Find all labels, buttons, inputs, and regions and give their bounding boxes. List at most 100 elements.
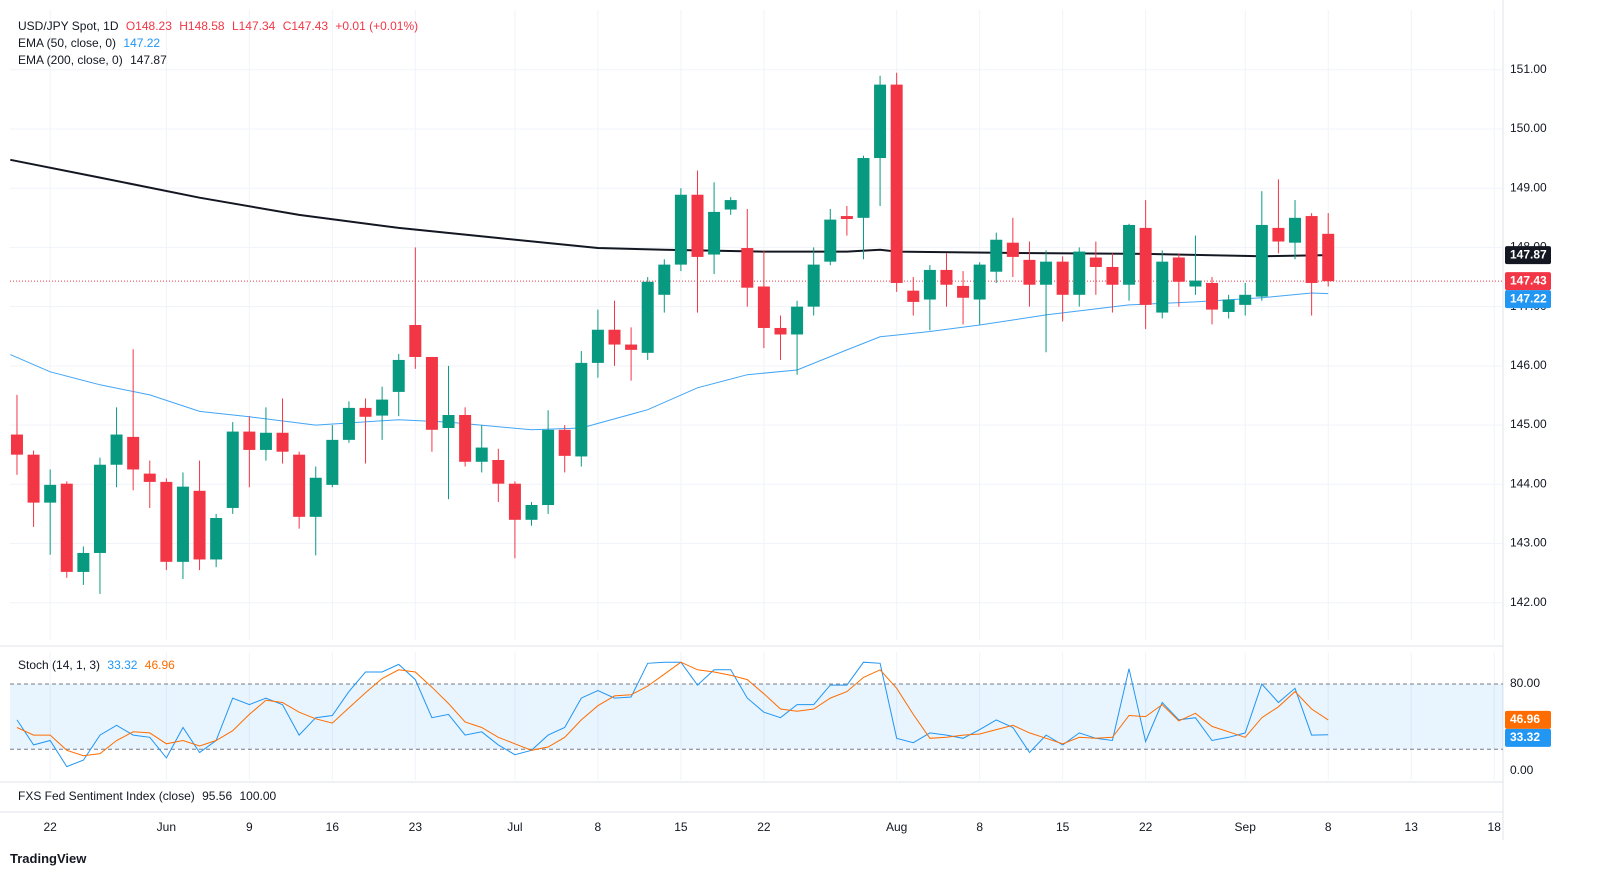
y-tick-label: 0.00 bbox=[1510, 763, 1534, 777]
y-tick-label: 146.00 bbox=[1510, 358, 1547, 372]
x-tick-label: 15 bbox=[1056, 820, 1070, 834]
candle-body bbox=[243, 431, 256, 450]
x-tick-label: 15 bbox=[674, 820, 688, 834]
stoch-name[interactable]: Stoch (14, 1, 3) bbox=[18, 658, 101, 672]
candle-body bbox=[475, 447, 488, 462]
candle-body bbox=[1239, 294, 1252, 305]
candle-body bbox=[77, 552, 90, 572]
x-tick-label: Jul bbox=[507, 820, 522, 834]
candle-body bbox=[1206, 282, 1219, 310]
stoch-value: 33.32 bbox=[107, 658, 138, 672]
stoch-band bbox=[10, 683, 1503, 750]
candle-body bbox=[1056, 261, 1069, 295]
candle-body bbox=[724, 200, 737, 210]
ema-line bbox=[10, 292, 1329, 431]
ohlc: H148.58 bbox=[179, 19, 225, 33]
candle-body bbox=[210, 518, 223, 560]
candle-body bbox=[1289, 217, 1302, 243]
ema200-legend: EMA (200, close, 0) 147.87 bbox=[18, 53, 171, 67]
x-tick-label: 22 bbox=[43, 820, 57, 834]
candle-body bbox=[160, 481, 173, 562]
candle-body bbox=[907, 290, 920, 302]
candle-body bbox=[940, 269, 953, 285]
y-tick-label: 142.00 bbox=[1510, 595, 1547, 609]
candle-body bbox=[957, 285, 970, 298]
candle-body bbox=[757, 286, 770, 328]
x-tick-label: 22 bbox=[757, 820, 771, 834]
x-tick-label: 16 bbox=[326, 820, 340, 834]
price-badge-label: 147.87 bbox=[1510, 247, 1547, 261]
x-tick-label: 18 bbox=[1488, 820, 1502, 834]
symbol[interactable]: USD/JPY Spot, 1D bbox=[18, 19, 119, 33]
candle-body bbox=[508, 483, 521, 520]
stoch-line bbox=[16, 661, 1329, 768]
candle-body bbox=[1189, 280, 1202, 287]
y-tick-label: 149.00 bbox=[1510, 180, 1547, 194]
x-tick-label: 22 bbox=[1139, 820, 1153, 834]
y-tick-label: 144.00 bbox=[1510, 476, 1547, 490]
candle-body bbox=[824, 219, 837, 262]
candle-body bbox=[1172, 257, 1185, 282]
candle-body bbox=[259, 432, 272, 450]
candle-body bbox=[1272, 227, 1285, 242]
x-tick-label: Aug bbox=[886, 820, 907, 834]
price-badge bbox=[1505, 272, 1551, 291]
fed-value: 95.56 bbox=[202, 789, 233, 803]
candle-body bbox=[276, 432, 289, 452]
ema-name[interactable]: EMA (50, close, 0) bbox=[18, 36, 117, 50]
candle-body bbox=[1106, 266, 1119, 285]
candle-body bbox=[376, 399, 389, 416]
price-badge bbox=[1505, 710, 1551, 729]
candle-body bbox=[840, 216, 853, 220]
y-tick-label: 143.00 bbox=[1510, 536, 1547, 550]
candle-body bbox=[127, 436, 140, 470]
candle-body bbox=[890, 84, 903, 283]
y-tick-label: 80.00 bbox=[1510, 676, 1540, 690]
ema-name[interactable]: EMA (200, close, 0) bbox=[18, 53, 123, 67]
x-tick-label: 8 bbox=[1325, 820, 1332, 834]
candle-body bbox=[1040, 261, 1053, 285]
candle-body bbox=[658, 264, 671, 295]
candle-body bbox=[93, 464, 106, 553]
candle-body bbox=[973, 264, 986, 300]
price-badge-label: 147.43 bbox=[1510, 273, 1547, 287]
y-tick-label: 145.00 bbox=[1510, 417, 1547, 431]
candle-body bbox=[625, 344, 638, 350]
candle-body bbox=[44, 484, 57, 503]
candle-body bbox=[525, 505, 538, 520]
candle-body bbox=[459, 415, 472, 462]
candle-body bbox=[60, 483, 73, 572]
branding[interactable]: TradingView bbox=[10, 851, 87, 866]
candle-body bbox=[442, 415, 455, 429]
candle-body bbox=[608, 329, 621, 345]
stoch-value: 46.96 bbox=[144, 658, 175, 672]
candle-body bbox=[691, 194, 704, 257]
candle-body bbox=[708, 211, 721, 255]
candle-body bbox=[326, 439, 339, 485]
fed-value: 100.00 bbox=[239, 789, 277, 803]
candle-body bbox=[143, 473, 156, 482]
candle-body bbox=[359, 407, 372, 417]
candle-body bbox=[874, 84, 887, 159]
candle-body bbox=[293, 454, 306, 517]
candle-body bbox=[1123, 224, 1136, 285]
x-tick-label: 13 bbox=[1405, 820, 1419, 834]
candle-body bbox=[342, 407, 355, 440]
candle-body bbox=[674, 194, 687, 265]
price-badge-label: 147.22 bbox=[1510, 291, 1547, 305]
x-tick-label: 8 bbox=[595, 820, 602, 834]
candle-body bbox=[741, 248, 754, 288]
price-badge-label: 46.96 bbox=[1510, 712, 1540, 726]
candle-body bbox=[425, 356, 438, 430]
candle-body bbox=[176, 486, 189, 562]
ema-value: 147.87 bbox=[130, 53, 167, 67]
candle-body bbox=[774, 327, 787, 335]
candle-body bbox=[1006, 242, 1019, 257]
ema50-legend: EMA (50, close, 0) 147.22 bbox=[18, 36, 164, 50]
candle-body bbox=[1222, 299, 1235, 312]
candle-body bbox=[542, 429, 555, 505]
fed-name[interactable]: FXS Fed Sentiment Index (close) bbox=[18, 789, 195, 803]
candle-body bbox=[641, 281, 654, 353]
price-legend: USD/JPY Spot, 1D O148.23 H148.58 L147.34… bbox=[18, 19, 422, 33]
